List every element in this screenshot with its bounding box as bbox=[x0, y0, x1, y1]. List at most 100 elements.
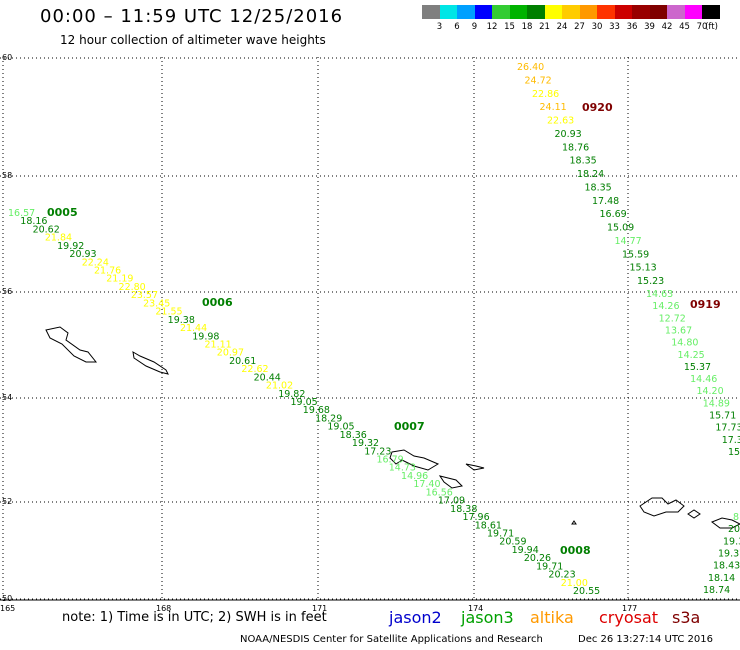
wave-height-value: 14.73 bbox=[389, 463, 416, 474]
wave-height-value: 17.73 bbox=[715, 423, 740, 434]
pass-label: 0006 bbox=[202, 296, 233, 309]
pass-label: 0007 bbox=[394, 420, 425, 433]
wave-height-value: 14.63 bbox=[646, 289, 673, 300]
wave-height-value: 22.24 bbox=[82, 257, 109, 268]
generated-timestamp: Dec 26 13:27:14 UTC 2016 bbox=[578, 634, 713, 645]
legend-swatch bbox=[474, 5, 492, 19]
island-small-3 bbox=[571, 520, 577, 525]
map-title: 00:00 – 11:59 UTC 12/25/2016 bbox=[40, 6, 344, 27]
legend-label: 12 bbox=[486, 22, 498, 32]
wave-height-value: 15.13 bbox=[630, 263, 657, 274]
pass-label: 0920 bbox=[582, 101, 613, 114]
wave-height-value: 17.48 bbox=[592, 196, 619, 207]
satellite-cryosat: cryosat bbox=[599, 608, 659, 627]
wave-height-value: 21.84 bbox=[45, 233, 72, 244]
legend-label: 42 bbox=[661, 22, 673, 32]
wave-height-value: 19.82 bbox=[278, 389, 305, 400]
lat-tick-label: 50 bbox=[2, 594, 12, 603]
wave-height-value: 15 bbox=[728, 447, 740, 458]
legend-swatch bbox=[579, 5, 597, 19]
pass-label: 0008 bbox=[560, 544, 591, 557]
wave-height-value: 21.44 bbox=[180, 323, 207, 334]
wave-height-value: 14.89 bbox=[703, 398, 730, 409]
lat-tick-label: 54 bbox=[2, 393, 12, 402]
wave-height-value: 20.59 bbox=[499, 537, 526, 548]
wave-height-value: 19.37 bbox=[718, 549, 740, 560]
wave-height-value: 19.32 bbox=[352, 438, 379, 449]
footer-note: note: 1) Time is in UTC; 2) SWH is in fe… bbox=[62, 610, 327, 625]
wave-height-value: 14.20 bbox=[696, 386, 723, 397]
wave-height-value: 18.38 bbox=[450, 504, 477, 515]
wave-height-value: 22.62 bbox=[241, 364, 268, 375]
wave-height-value: 8 bbox=[733, 512, 739, 523]
wave-height-value: 20.44 bbox=[254, 372, 281, 383]
island-agattu bbox=[132, 351, 169, 375]
lat-tick-label: 58 bbox=[2, 171, 12, 180]
lon-tick-label: 177 bbox=[622, 604, 637, 613]
legend-label: 70 bbox=[696, 22, 708, 32]
wave-height-value: 21.19 bbox=[106, 274, 133, 285]
wave-height-value: 17.09 bbox=[438, 496, 465, 507]
wave-height-value: 14.80 bbox=[671, 338, 698, 349]
wave-height-value: 19.3 bbox=[723, 536, 740, 547]
wave-height-value: 17.96 bbox=[462, 512, 489, 523]
legend-swatch bbox=[439, 5, 457, 19]
wave-height-value: 17.23 bbox=[364, 446, 391, 457]
wave-height-value: 19.38 bbox=[168, 315, 195, 326]
island-small-2 bbox=[465, 463, 485, 471]
wave-height-value: 19.68 bbox=[303, 405, 330, 416]
satellite-s3a: s3a bbox=[672, 608, 701, 627]
island-atka bbox=[710, 517, 740, 529]
lon-tick-label: 174 bbox=[468, 604, 483, 613]
legend-swatch bbox=[562, 5, 580, 19]
wave-height-value: 20.55 bbox=[573, 586, 600, 597]
wave-height-value: 16.79 bbox=[376, 455, 403, 466]
legend-swatch bbox=[457, 5, 475, 19]
wave-height-value: 18.35 bbox=[570, 156, 597, 167]
wave-height-value: 20.93 bbox=[555, 129, 582, 140]
legend-label: 18 bbox=[521, 22, 533, 32]
wave-height-value: 20.23 bbox=[548, 570, 575, 581]
legend-label: 45 bbox=[679, 22, 690, 32]
wave-height-value: 22.63 bbox=[547, 116, 574, 127]
legend-swatch bbox=[509, 5, 527, 19]
wave-height-value: 26.40 bbox=[517, 62, 544, 73]
wave-height-value: 18.36 bbox=[340, 430, 367, 441]
legend-swatch bbox=[527, 5, 545, 19]
wave-height-value: 15.23 bbox=[637, 276, 664, 287]
wave-height-value: 16.57 bbox=[8, 208, 35, 219]
wave-height-value: 24.72 bbox=[525, 75, 552, 86]
lat-tick-label: 52 bbox=[2, 497, 12, 506]
wave-height-value: 23.45 bbox=[143, 298, 170, 309]
wave-height-value: 18.74 bbox=[703, 585, 730, 596]
legend-swatch bbox=[632, 5, 650, 19]
wave-height-value: 14.26 bbox=[652, 301, 679, 312]
wave-height-value: 14.77 bbox=[615, 236, 642, 247]
wave-height-value: 16.69 bbox=[600, 209, 627, 220]
wave-height-value: 18.24 bbox=[577, 169, 604, 180]
island-small-4 bbox=[687, 509, 701, 519]
wave-height-value: 20.62 bbox=[33, 224, 60, 235]
pass-label: 0919 bbox=[690, 298, 721, 311]
legend-swatch bbox=[667, 5, 685, 19]
legend-swatch bbox=[614, 5, 632, 19]
wave-height-value: 23.57 bbox=[131, 290, 158, 301]
legend-label: 24 bbox=[556, 22, 568, 32]
wave-height-tracks: 16.5718.1620.6221.8419.9220.9322.2421.76… bbox=[8, 62, 740, 597]
wave-height-value: 15.09 bbox=[607, 223, 634, 234]
legend-swatch bbox=[544, 5, 562, 19]
wave-height-value: 12.72 bbox=[659, 313, 686, 324]
legend-label: 21 bbox=[539, 22, 550, 32]
lon-tick-label: 168 bbox=[156, 604, 171, 613]
wave-height-value: 19.92 bbox=[57, 241, 84, 252]
wave-height-value: 17.40 bbox=[413, 479, 440, 490]
lon-tick-label: 171 bbox=[312, 604, 327, 613]
island-small-1 bbox=[438, 475, 464, 489]
wave-height-value: 18.14 bbox=[708, 573, 735, 584]
color-legend: 3 6 9 12 15 18 21 24 27 30 33 36 39 42 45 70 (ft) bbox=[422, 5, 720, 32]
wave-height-value: 21.00 bbox=[561, 578, 588, 589]
wave-height-value: 19.05 bbox=[291, 397, 318, 408]
wave-height-value: 18.43 bbox=[713, 561, 740, 572]
